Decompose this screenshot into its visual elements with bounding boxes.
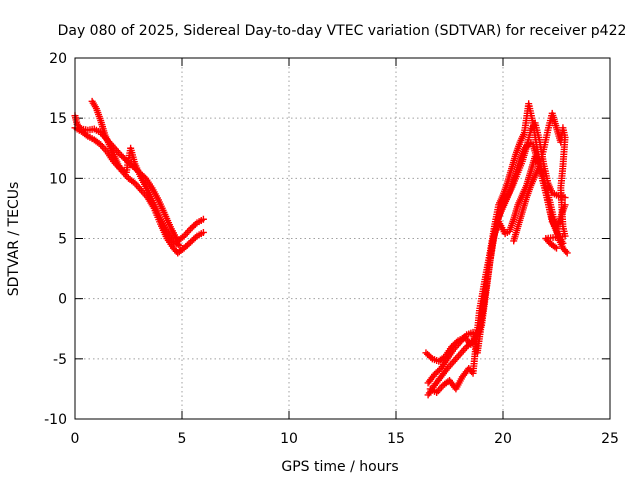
- series-track-morning-c: [71, 124, 184, 250]
- y-tick-label: 20: [49, 51, 67, 67]
- data-point-interp: [174, 241, 182, 249]
- x-tick-label: 10: [280, 431, 298, 447]
- chart-title: Day 080 of 2025, Sidereal Day-to-day VTE…: [58, 23, 627, 39]
- data-point-interp: [191, 220, 199, 228]
- data-point-marker: [176, 242, 184, 250]
- series-track-evening-e: [510, 109, 569, 252]
- plot-frame: [74, 57, 611, 420]
- tick-labels: 0 5 10 15 20 25 -10 -5 0 5 10 15 20: [44, 51, 619, 447]
- x-tick-label: 0: [71, 431, 80, 447]
- data-point-marker: [559, 239, 567, 247]
- data-point-interp: [427, 353, 435, 361]
- data-point-interp: [452, 338, 460, 346]
- y-tick-label: 10: [49, 171, 67, 187]
- data-point-marker: [199, 228, 207, 236]
- data-point-marker: [199, 215, 207, 223]
- y-tick-label: 15: [49, 111, 67, 127]
- data-point-interp: [82, 131, 90, 139]
- y-tick-label: 0: [58, 292, 67, 308]
- y-tick-label: -10: [44, 412, 67, 428]
- x-tick-label: 15: [387, 431, 405, 447]
- data-point-marker: [553, 244, 560, 252]
- x-tick-label: 25: [601, 431, 619, 447]
- x-tick-label: 5: [178, 431, 187, 447]
- y-tick-label: 5: [58, 232, 67, 248]
- data-point-interp: [191, 234, 199, 242]
- data-point-interp: [551, 243, 559, 251]
- data-point-marker: [563, 249, 571, 257]
- data-points: [71, 97, 571, 399]
- y-axis-label: SDTVAR / TECUs: [6, 182, 22, 297]
- y-tick-label: -5: [53, 352, 67, 368]
- x-axis-label: GPS time / hours: [281, 459, 398, 475]
- data-point-interp: [562, 247, 570, 255]
- x-tick-label: 20: [494, 431, 512, 447]
